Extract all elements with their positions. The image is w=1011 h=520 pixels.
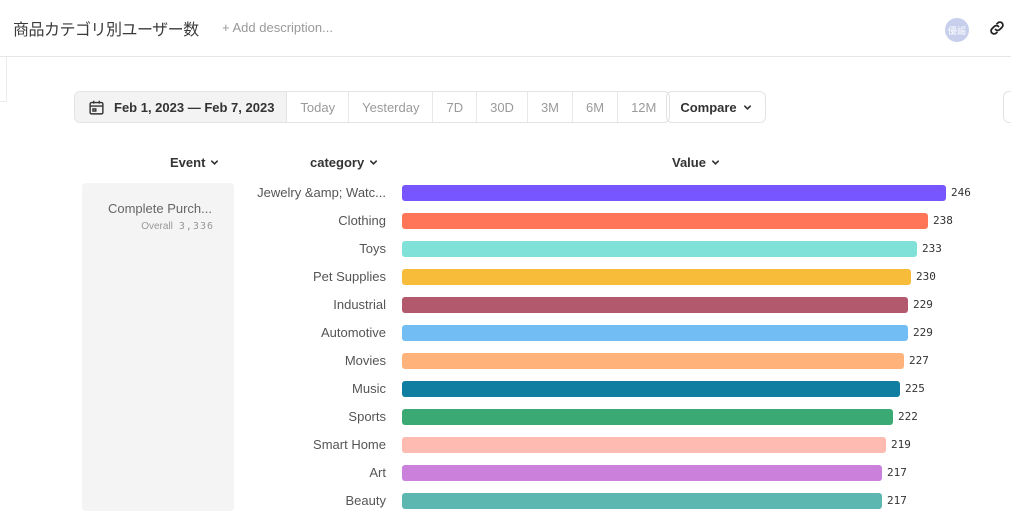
bar-row[interactable]: Smart Home 219 <box>0 431 1011 459</box>
column-header-category-label: category <box>310 155 365 170</box>
bar[interactable] <box>402 325 908 341</box>
column-header-value[interactable]: Value <box>672 155 720 170</box>
column-header-category[interactable]: category <box>310 155 378 170</box>
bar-value: 238 <box>933 214 953 227</box>
event-name: Complete Purch... <box>107 201 212 216</box>
bar[interactable] <box>402 297 908 313</box>
preset-30d[interactable]: 30D <box>477 92 528 122</box>
category-label: Toys <box>359 241 386 256</box>
preset-12m[interactable]: 12M <box>631 99 657 115</box>
column-header-value-label: Value <box>672 155 706 170</box>
bar-value: 219 <box>891 438 911 451</box>
bar-row[interactable]: Clothing 238 <box>0 207 1011 235</box>
category-label: Movies <box>344 353 386 368</box>
report-title[interactable]: 商品カテゴリ別ユーザー数 <box>13 20 199 39</box>
chevron-down-icon <box>711 160 719 165</box>
compare-label: Compare <box>680 99 737 115</box>
bar[interactable] <box>402 213 928 229</box>
bar-row[interactable]: Jewelry &amp; Watc... 246 <box>0 179 1011 207</box>
chevron-down-icon <box>211 160 219 165</box>
bar-row[interactable]: Automotive 229 <box>0 319 1011 347</box>
preset-6m[interactable]: 6M <box>573 92 619 122</box>
category-label: Clothing <box>338 213 386 228</box>
date-range-label: Feb 1, 2023 — Feb 7, 2023 <box>114 99 275 115</box>
preset-today[interactable]: Today <box>287 92 350 122</box>
bar-value: 217 <box>887 466 907 479</box>
bar[interactable] <box>402 437 886 453</box>
bar[interactable] <box>402 409 893 425</box>
report-header: 商品カテゴリ別ユーザー数 + Add description... 優謡 <box>0 0 1011 57</box>
column-header-event[interactable]: Event <box>170 155 219 170</box>
category-label: Beauty <box>345 493 386 508</box>
bar-value: 229 <box>913 298 933 311</box>
bar[interactable] <box>402 241 917 257</box>
bar[interactable] <box>402 353 904 369</box>
avatar[interactable]: 優謡 <box>945 18 969 42</box>
category-label: Sports <box>348 409 386 424</box>
bar[interactable] <box>402 381 900 397</box>
overall-value: 3,336 <box>178 221 214 232</box>
category-label: Industrial <box>333 297 386 312</box>
category-label: Jewelry &amp; Watc... <box>257 185 386 200</box>
bar[interactable] <box>402 493 882 509</box>
bar-row[interactable]: Music 225 <box>0 375 1011 403</box>
bar-value: 229 <box>913 326 933 339</box>
chevron-down-icon <box>743 104 751 110</box>
preset-yesterday[interactable]: Yesterday <box>349 92 434 122</box>
add-description-button[interactable]: + Add description... <box>222 20 333 35</box>
bar-value: 222 <box>898 410 918 423</box>
preset-7d[interactable]: 7D <box>433 92 478 122</box>
category-label: Music <box>352 381 386 396</box>
event-overall: Overall 3,336 <box>82 221 214 232</box>
bar[interactable] <box>402 465 882 481</box>
overall-label: Overall <box>141 221 173 232</box>
offscreen-control-edge[interactable] <box>1003 91 1011 123</box>
link-icon[interactable] <box>988 19 1006 37</box>
date-range-picker: Feb 1, 2023 — Feb 7, 2023 Today Yesterda… <box>74 91 671 123</box>
category-label: Automotive <box>320 325 386 340</box>
bar-value: 230 <box>916 270 936 283</box>
bar-value: 217 <box>887 494 907 507</box>
bar-row[interactable]: Beauty 217 <box>0 487 1011 515</box>
bar-row[interactable]: Toys 233 <box>0 235 1011 263</box>
bar[interactable] <box>402 185 946 201</box>
bar-row[interactable]: Industrial 229 <box>0 291 1011 319</box>
bar-row[interactable]: Movies 227 <box>0 347 1011 375</box>
bar-value: 227 <box>909 354 929 367</box>
event-cell[interactable]: Complete Purch... Overall 3,336 <box>82 183 234 511</box>
bar-row[interactable]: Art 217 <box>0 459 1011 487</box>
bar-row[interactable]: Sports 222 <box>0 403 1011 431</box>
bar-value: 233 <box>922 242 942 255</box>
chevron-down-icon <box>370 160 378 165</box>
bar-value: 225 <box>905 382 925 395</box>
category-label: Smart Home <box>313 437 386 452</box>
preset-3m[interactable]: 3M <box>528 92 574 122</box>
bar-row[interactable]: Pet Supplies 230 <box>0 263 1011 291</box>
column-header-event-label: Event <box>170 155 206 170</box>
bar-value: 246 <box>951 186 971 199</box>
sidebar-collapsed-edge <box>0 57 7 102</box>
bar[interactable] <box>402 269 911 285</box>
compare-button[interactable]: Compare <box>666 91 766 123</box>
category-label: Pet Supplies <box>313 269 386 284</box>
category-label: Art <box>369 465 386 480</box>
date-range-button[interactable]: Feb 1, 2023 — Feb 7, 2023 <box>75 92 288 122</box>
calendar-icon <box>89 100 104 115</box>
